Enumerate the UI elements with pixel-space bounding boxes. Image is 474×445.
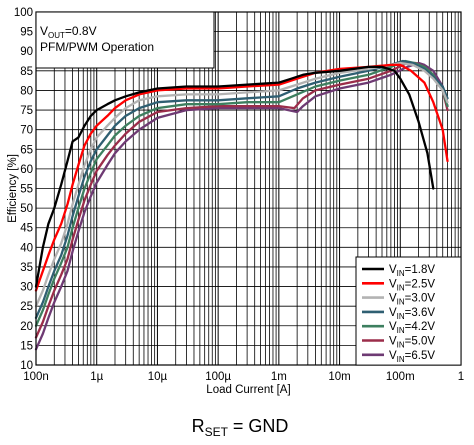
caption-rest: = GND (228, 416, 289, 436)
legend-label-main: V (389, 278, 397, 290)
y-tick-label: 30 (20, 282, 33, 294)
legend-label-main: V (389, 336, 397, 348)
series-line-0 (34, 65, 435, 288)
series-line-2 (34, 61, 449, 308)
legend-label-1: VIN=2.5V (389, 278, 435, 292)
x-axis-ticks: 100n 1µ 10µ 100µ 1m 10m 100m 1 (23, 371, 464, 383)
x-tick-label: 10m (328, 371, 350, 383)
y-axis-ticks: 10 15 20 25 30 35 40 45 50 55 60 65 70 75 80 85 90 95 100 (14, 7, 33, 372)
y-tick-label: 90 (20, 46, 33, 58)
y-tick-label: 65 (20, 144, 33, 156)
x-tick-label: 100n (23, 371, 49, 383)
legend-label-sub: IN (397, 341, 405, 350)
legend-label-main: V (389, 264, 397, 276)
y-tick-label: 85 (20, 66, 33, 78)
legend-label-main: V (389, 350, 397, 362)
legend-label-5: VIN=5.0V (389, 336, 435, 350)
legend-label-sub: IN (397, 326, 405, 335)
legend-label-2: VIN=3.0V (389, 293, 435, 307)
legend-label-4: VIN=4.2V (389, 321, 435, 335)
x-tick-label: 100µ (205, 371, 231, 383)
y-tick-label: 70 (20, 125, 33, 137)
x-axis-label: Load Current [A] (206, 384, 290, 396)
legend-label-main: V (389, 321, 397, 333)
y-tick-label: 35 (20, 262, 33, 274)
operating-note: VOUT=0.8V PFM/PWM Operation (35, 11, 215, 69)
y-tick-label: 45 (20, 223, 33, 235)
legend-label-sub: IN (397, 355, 405, 364)
y-tick-label: 25 (20, 301, 33, 313)
y-tick-label: 60 (20, 164, 33, 176)
legend-label-sub: IN (397, 298, 405, 307)
legend-label-sub: IN (397, 269, 405, 278)
series-line-1 (34, 63, 449, 292)
legend-label-0: VIN=1.8V (389, 264, 435, 278)
note-vout-sub: OUT (48, 31, 65, 40)
y-tick-label: 100 (14, 7, 33, 19)
y-tick-label: 10 (20, 360, 33, 372)
note-mode: PFM/PWM Operation (40, 40, 154, 54)
caption-main: R (192, 416, 205, 436)
y-tick-label: 20 (20, 321, 33, 333)
y-tick-label: 95 (20, 27, 33, 39)
legend-label-main: V (389, 307, 397, 319)
legend-label-rest: =5.0V (405, 336, 436, 348)
y-tick-label: 40 (20, 242, 33, 254)
chart-caption: RSET = GND (192, 416, 289, 439)
legend: VIN=1.8VVIN=2.5VVIN=3.0VVIN=3.6VVIN=4.2V… (355, 256, 462, 366)
legend-label-rest: =3.0V (405, 293, 436, 305)
note-vout: VOUT=0.8V (40, 24, 97, 40)
x-tick-label: 10µ (148, 371, 168, 383)
legend-label-rest: =1.8V (405, 264, 436, 276)
legend-label-sub: IN (397, 312, 405, 321)
x-tick-label: 1m (271, 371, 287, 383)
legend-label-rest: =2.5V (405, 278, 436, 290)
y-tick-label: 75 (20, 105, 33, 117)
y-tick-label: 15 (20, 340, 33, 352)
y-axis-label: Efficiency [%] (7, 154, 19, 223)
legend-label-sub: IN (397, 283, 405, 292)
plot-frame (35, 11, 462, 366)
caption-sub: SET (205, 425, 229, 439)
y-tick-label: 50 (20, 203, 33, 215)
x-tick-label: 1 (458, 371, 464, 383)
legend-label-rest: =3.6V (405, 307, 436, 319)
series-layer (34, 59, 449, 351)
note-vout-rest: =0.8V (65, 24, 97, 38)
series-line-3 (34, 59, 449, 320)
y-tick-label: 55 (20, 184, 33, 196)
note-vout-main: V (40, 24, 48, 38)
x-tick-label: 100m (386, 371, 415, 383)
legend-label-6: VIN=6.5V (389, 350, 435, 364)
legend-label-rest: =4.2V (405, 321, 436, 333)
legend-label-3: VIN=3.6V (389, 307, 435, 321)
y-tick-label: 80 (20, 85, 33, 97)
note-box (35, 11, 215, 69)
legend-label-main: V (389, 293, 397, 305)
grid (35, 11, 461, 366)
x-tick-label: 1µ (90, 371, 103, 383)
legend-label-rest: =6.5V (405, 350, 436, 362)
